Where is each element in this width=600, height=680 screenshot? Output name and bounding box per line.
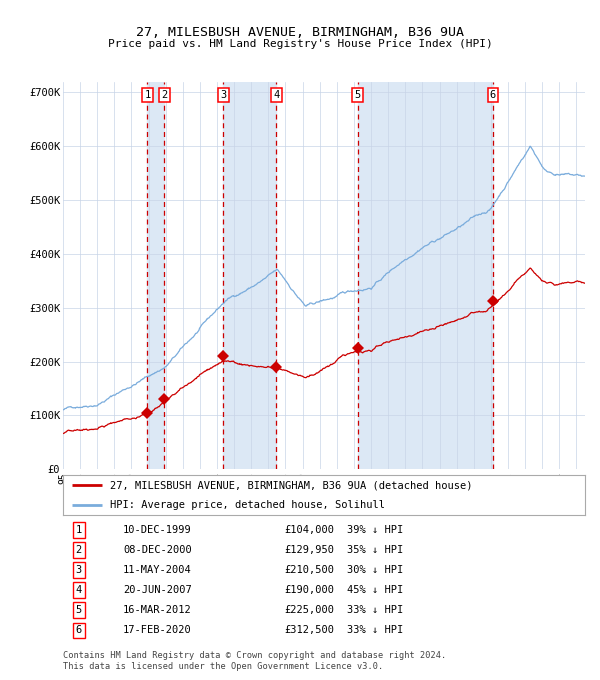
Text: 6: 6	[490, 90, 496, 100]
Text: 16-MAR-2012: 16-MAR-2012	[123, 605, 192, 615]
Text: 2: 2	[161, 90, 167, 100]
Text: 27, MILESBUSH AVENUE, BIRMINGHAM, B36 9UA (detached house): 27, MILESBUSH AVENUE, BIRMINGHAM, B36 9U…	[110, 481, 472, 491]
Text: 17-FEB-2020: 17-FEB-2020	[123, 626, 192, 636]
Bar	[223, 82, 277, 469]
Text: 4: 4	[273, 90, 280, 100]
Text: 11-MAY-2004: 11-MAY-2004	[123, 565, 192, 575]
Bar	[358, 82, 493, 469]
Text: £104,000: £104,000	[284, 524, 334, 534]
Text: 3: 3	[220, 90, 226, 100]
Text: £190,000: £190,000	[284, 585, 334, 595]
Text: 1: 1	[144, 90, 151, 100]
Text: 08-DEC-2000: 08-DEC-2000	[123, 545, 192, 555]
Text: 39% ↓ HPI: 39% ↓ HPI	[347, 524, 404, 534]
Text: 35% ↓ HPI: 35% ↓ HPI	[347, 545, 404, 555]
Text: £225,000: £225,000	[284, 605, 334, 615]
Text: 45% ↓ HPI: 45% ↓ HPI	[347, 585, 404, 595]
Text: £129,950: £129,950	[284, 545, 334, 555]
Text: 30% ↓ HPI: 30% ↓ HPI	[347, 565, 404, 575]
Text: 6: 6	[76, 626, 82, 636]
Text: £312,500: £312,500	[284, 626, 334, 636]
Text: 33% ↓ HPI: 33% ↓ HPI	[347, 605, 404, 615]
Text: 27, MILESBUSH AVENUE, BIRMINGHAM, B36 9UA: 27, MILESBUSH AVENUE, BIRMINGHAM, B36 9U…	[136, 26, 464, 39]
Text: £210,500: £210,500	[284, 565, 334, 575]
Text: 4: 4	[76, 585, 82, 595]
Text: Price paid vs. HM Land Registry's House Price Index (HPI): Price paid vs. HM Land Registry's House …	[107, 39, 493, 50]
Text: 1: 1	[76, 524, 82, 534]
Text: 2: 2	[76, 545, 82, 555]
Text: 10-DEC-1999: 10-DEC-1999	[123, 524, 192, 534]
Text: 5: 5	[355, 90, 361, 100]
Text: This data is licensed under the Open Government Licence v3.0.: This data is licensed under the Open Gov…	[63, 662, 383, 671]
Bar	[148, 82, 164, 469]
Text: Contains HM Land Registry data © Crown copyright and database right 2024.: Contains HM Land Registry data © Crown c…	[63, 651, 446, 660]
Text: 20-JUN-2007: 20-JUN-2007	[123, 585, 192, 595]
Text: 33% ↓ HPI: 33% ↓ HPI	[347, 626, 404, 636]
Text: 3: 3	[76, 565, 82, 575]
Text: 5: 5	[76, 605, 82, 615]
Text: HPI: Average price, detached house, Solihull: HPI: Average price, detached house, Soli…	[110, 500, 385, 510]
